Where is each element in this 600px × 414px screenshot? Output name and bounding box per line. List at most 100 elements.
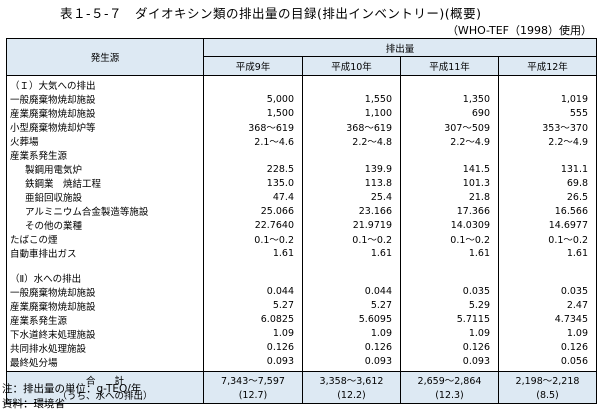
value-cell: 0.093 bbox=[400, 354, 499, 372]
value-cell: 25.4 bbox=[302, 190, 401, 204]
value-cell: 1.09 bbox=[302, 326, 401, 341]
value-cell: 0.093 bbox=[203, 354, 303, 372]
total-row: 合 計 7,343～7,597 3,358～3,612 2,659～2,864 2,19… bbox=[6, 370, 598, 388]
value-cell: 17.366 bbox=[400, 204, 499, 218]
value-cell bbox=[203, 148, 303, 162]
row-label: 共同排水処理施設 bbox=[6, 340, 204, 355]
row-label: 製鋼用電気炉 bbox=[6, 162, 204, 176]
value-cell: 690 bbox=[400, 106, 499, 120]
value-cell bbox=[498, 75, 598, 92]
value-cell bbox=[400, 260, 499, 271]
value-cell: 353～370 bbox=[498, 120, 598, 134]
value-cell: 1,550 bbox=[302, 92, 401, 106]
value-cell: 0.1～0.2 bbox=[203, 232, 303, 246]
value-cell: 0.035 bbox=[498, 284, 598, 299]
water-value: (12.3) bbox=[400, 387, 499, 404]
row-label: 亜鉛回収施設 bbox=[6, 190, 204, 204]
year-header: 平成11年 bbox=[400, 56, 499, 76]
value-cell: 1,350 bbox=[400, 92, 499, 106]
value-cell: 0.1～0.2 bbox=[498, 232, 598, 246]
total-value: 2,198～2,218 bbox=[497, 370, 598, 388]
value-cell: 16.566 bbox=[498, 204, 598, 218]
value-cell: 25.066 bbox=[203, 204, 303, 218]
table-title: 表１-５-７ ダイオキシン類の排出量の目録(排出インベントリー)(概要) bbox=[60, 6, 482, 21]
table-row: （Ⅱ）水への排出 bbox=[6, 270, 598, 285]
value-cell: 131.1 bbox=[498, 162, 598, 176]
value-cell: 2.47 bbox=[498, 298, 598, 313]
value-cell: 1.09 bbox=[203, 326, 303, 341]
value-cell bbox=[498, 260, 598, 271]
water-value: (12.7) bbox=[203, 387, 303, 404]
row-label: 産業廃棄物焼却施設 bbox=[6, 298, 204, 313]
row-label: （Ｉ）大気への排出 bbox=[6, 75, 204, 92]
value-cell: 6.0825 bbox=[203, 312, 303, 327]
row-label: 一般廃棄物焼却施設 bbox=[6, 284, 204, 299]
value-cell: 5.27 bbox=[302, 298, 401, 313]
row-label: 小型廃棄物焼却炉等 bbox=[6, 120, 204, 134]
value-cell: 0.126 bbox=[400, 340, 499, 355]
value-cell: 0.1～0.2 bbox=[302, 232, 401, 246]
value-cell: 1,500 bbox=[203, 106, 303, 120]
inventory-table: 発生源 排出量 平成9年 平成10年 平成11年 平成12年 （Ｉ）大気への排出… bbox=[6, 38, 598, 404]
value-cell: 1,100 bbox=[302, 106, 401, 120]
total-value: 3,358～3,612 bbox=[302, 370, 401, 388]
value-cell: 21.9719 bbox=[302, 218, 401, 232]
source-note: 資料：環境省 bbox=[2, 398, 65, 410]
table-row: 一般廃棄物焼却施設 0.044 0.044 0.035 0.035 bbox=[6, 284, 598, 299]
value-cell: 0.044 bbox=[302, 284, 401, 299]
water-value: (12.2) bbox=[302, 387, 401, 404]
year-header: 平成12年 bbox=[497, 56, 598, 76]
value-cell bbox=[302, 75, 401, 92]
value-cell bbox=[498, 270, 598, 285]
table-row: 産業廃棄物焼却施設 5.27 5.27 5.29 2.47 bbox=[6, 298, 598, 313]
row-label: 一般廃棄物焼却施設 bbox=[6, 92, 204, 106]
value-cell: 2.2～4.8 bbox=[302, 134, 401, 148]
value-cell: 1.09 bbox=[400, 326, 499, 341]
total-label: 合 計 bbox=[6, 370, 204, 388]
row-label: 産業系発生源 bbox=[6, 148, 204, 162]
row-label: 自動車排出ガス bbox=[6, 246, 204, 260]
value-cell: 141.5 bbox=[400, 162, 499, 176]
value-cell: 228.5 bbox=[203, 162, 303, 176]
value-cell: 22.7640 bbox=[203, 218, 303, 232]
value-cell bbox=[400, 270, 499, 285]
value-cell: 1.61 bbox=[400, 246, 499, 260]
value-cell: 1.09 bbox=[498, 326, 598, 341]
value-cell: 5.7115 bbox=[400, 312, 499, 327]
year-header: 平成10年 bbox=[302, 56, 401, 76]
value-cell: 47.4 bbox=[203, 190, 303, 204]
water-value: (8.5) bbox=[497, 387, 598, 404]
row-label: 鉄鋼業 焼結工程 bbox=[6, 176, 204, 190]
value-cell: 2.1～4.6 bbox=[203, 134, 303, 148]
table-row: 鉄鋼業 焼結工程 135.0 113.8 101.3 69.8 bbox=[6, 176, 598, 190]
value-cell: 555 bbox=[498, 106, 598, 120]
value-cell: 26.5 bbox=[498, 190, 598, 204]
value-cell: 2.2～4.9 bbox=[400, 134, 499, 148]
table-row: 産業系発生源 6.0825 5.6095 5.7115 4.7345 bbox=[6, 312, 598, 327]
row-label: 最終処分場 bbox=[6, 354, 204, 372]
value-cell: 0.093 bbox=[302, 354, 401, 372]
table-row: その他の業種 22.7640 21.9719 14.0309 14.6977 bbox=[6, 218, 598, 232]
row-label: 産業廃棄物焼却施設 bbox=[6, 106, 204, 120]
row-label: 火葬場 bbox=[6, 134, 204, 148]
total-water-row: （うち、水への排出） (12.7) (12.2) (12.3) (8.5) bbox=[6, 387, 598, 404]
value-cell bbox=[400, 148, 499, 162]
table-row: 共同排水処理施設 0.126 0.126 0.126 0.126 bbox=[6, 340, 598, 355]
value-cell: 69.8 bbox=[498, 176, 598, 190]
value-cell: 0.1～0.2 bbox=[400, 232, 499, 246]
value-cell: 368～619 bbox=[302, 120, 401, 134]
year-header: 平成9年 bbox=[203, 56, 303, 76]
value-cell: 14.0309 bbox=[400, 218, 499, 232]
value-cell: 5.29 bbox=[400, 298, 499, 313]
value-cell bbox=[203, 260, 303, 271]
value-cell bbox=[498, 148, 598, 162]
value-cell: 307～509 bbox=[400, 120, 499, 134]
value-cell bbox=[302, 260, 401, 271]
value-cell: 5,000 bbox=[203, 92, 303, 106]
footnotes: 注：排出量の単位：g-TEQ/年 資料：環境省 bbox=[2, 382, 141, 412]
total-value: 7,343～7,597 bbox=[203, 370, 303, 388]
table-row: 産業系発生源 bbox=[6, 148, 598, 162]
table-row: 火葬場 2.1～4.6 2.2～4.8 2.2～4.9 2.2～4.9 bbox=[6, 134, 598, 148]
value-cell: 135.0 bbox=[203, 176, 303, 190]
value-cell: 0.126 bbox=[302, 340, 401, 355]
